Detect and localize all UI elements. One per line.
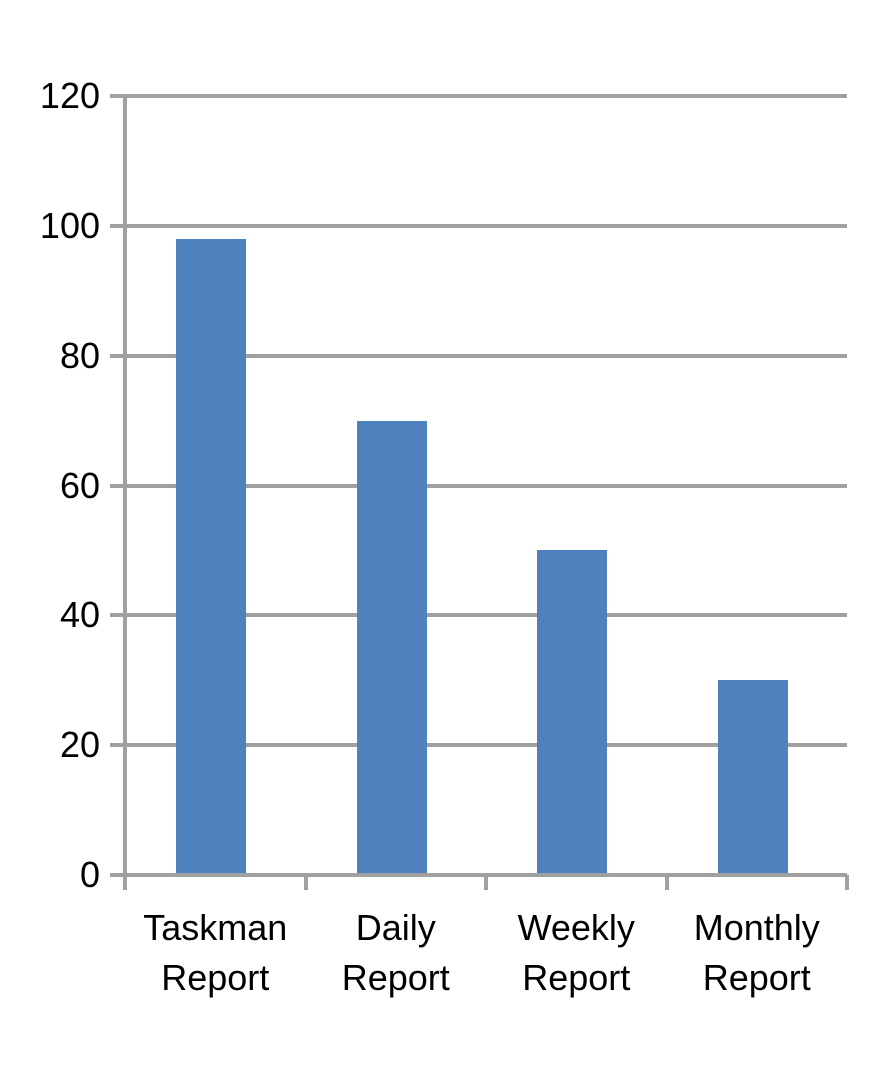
gridline-20 (110, 743, 847, 748)
x-axis-tick-0 (123, 875, 127, 890)
bar-daily-report (356, 420, 427, 873)
x-axis-tick-4 (845, 875, 849, 890)
x-category-label-weekly-report: Weekly Report (517, 907, 635, 998)
gridline-100 (110, 223, 847, 228)
gridline-60 (110, 483, 847, 488)
x-axis-category-labels: Taskman Report Daily Report Weekly Report M… (125, 903, 847, 1003)
x-category-label-taskman-report: Taskman Report (143, 907, 288, 998)
gridline-40 (110, 613, 847, 618)
x-category-label-monthly-report: Monthly Report (693, 907, 820, 998)
x-category-label-daily-report: Daily Report (341, 907, 450, 998)
x-axis-tick-1 (303, 875, 308, 890)
plot-area (110, 94, 849, 890)
bar-monthly-report (717, 680, 788, 873)
y-axis-tick-labels: 0 20 40 60 80 100 120 (0, 0, 100, 1076)
gridline-120 (110, 94, 847, 98)
x-axis-tick-3 (664, 875, 669, 890)
y-tick-label-20: 20 (59, 724, 100, 766)
y-tick-label-0: 0 (79, 854, 100, 895)
x-axis-line (110, 873, 847, 877)
y-tick-label-120: 120 (39, 75, 100, 116)
y-tick-label-60: 60 (59, 464, 100, 506)
gridline-80 (110, 353, 847, 358)
y-tick-label-80: 80 (59, 334, 100, 376)
y-tick-label-100: 100 (39, 204, 100, 246)
y-tick-label-40: 40 (59, 594, 100, 636)
bar-weekly-report (537, 550, 608, 873)
bar-taskman-report (176, 238, 247, 873)
x-axis-tick-2 (484, 875, 488, 890)
y-axis-line (123, 96, 127, 890)
